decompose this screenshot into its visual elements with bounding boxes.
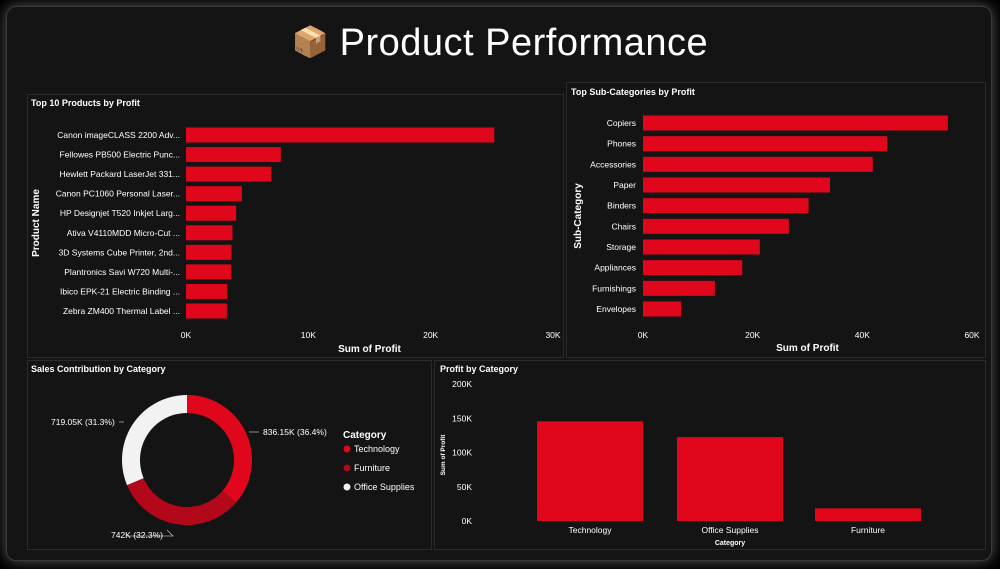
category-label-5: Chairs xyxy=(611,221,636,231)
legend-marker-2 xyxy=(343,483,351,491)
y-axis-label: Sub-Category xyxy=(573,183,584,249)
category-label-3: Paper xyxy=(613,180,636,190)
bar-8 xyxy=(643,280,715,296)
y-axis-label: Sum of Profit xyxy=(440,434,447,476)
page-title-text: Product Performance xyxy=(339,22,709,64)
bar-7 xyxy=(643,260,743,276)
x-axis-label: Category xyxy=(715,540,745,547)
x-axis-label: Sum of Profit xyxy=(776,343,839,354)
data-label-0: 836.15K (36.4%) xyxy=(263,427,327,437)
sales-contribution-title: Sales Contribution by Category xyxy=(31,364,166,374)
category-label-0: Technology xyxy=(568,525,612,535)
legend-marker-1 xyxy=(343,464,351,472)
y-tick-2: 100K xyxy=(452,448,472,458)
category-label-2: Furniture xyxy=(851,525,885,535)
bar-1 xyxy=(677,437,783,521)
category-label-5: Ativa V4110MDD Micro-Cut ... xyxy=(67,228,180,238)
x-tick-2: 20K xyxy=(423,330,438,340)
x-tick-3: 60K xyxy=(964,330,979,340)
category-label-8: Furnishings xyxy=(592,283,636,293)
bar-2 xyxy=(815,508,921,521)
top-subcategories-chart[interactable]: Copiers Phones Accessories Paper Binders Chai… xyxy=(566,82,986,358)
category-label-6: Storage xyxy=(606,242,636,252)
bar-8 xyxy=(186,283,227,299)
data-label-1: 742K (32.3%) xyxy=(111,530,163,540)
bar-5 xyxy=(186,225,233,241)
bar-3 xyxy=(186,186,242,202)
category-label-2: Hewlett Packard LaserJet 331... xyxy=(60,169,180,179)
category-label-7: Appliances xyxy=(594,263,636,273)
legend-marker-0 xyxy=(343,445,351,453)
y-tick-1: 50K xyxy=(457,482,472,492)
bar-2 xyxy=(186,166,272,182)
top-products-title: Top 10 Products by Profit xyxy=(31,98,140,108)
category-label-6: 3D Systems Cube Printer, 2nd... xyxy=(59,247,180,257)
category-label-3: Canon PC1060 Personal Laser... xyxy=(56,189,180,199)
category-label-1: Phones xyxy=(607,139,636,149)
legend-label-2: Office Supplies xyxy=(354,482,415,492)
x-axis-label: Sum of Profit xyxy=(338,344,401,355)
category-label-0: Copiers xyxy=(607,118,636,128)
profit-by-category-chart[interactable]: 0K 50K 100K 150K 200K Technology Office Suppli… xyxy=(434,360,986,550)
package-icon: 📦 xyxy=(291,26,330,59)
bar-9 xyxy=(186,303,227,319)
x-tick-1: 10K xyxy=(301,330,316,340)
bar-6 xyxy=(643,239,760,255)
sales-contribution-chart[interactable]: 836.15K (36.4%) 742K (32.3%) 719.05K (31.3… xyxy=(27,360,432,550)
bar-0 xyxy=(643,115,948,131)
x-tick-2: 40K xyxy=(855,330,870,340)
leader-line-1 xyxy=(127,529,174,537)
bar-5 xyxy=(643,218,789,234)
bar-4 xyxy=(186,205,237,221)
category-label-2: Accessories xyxy=(590,159,636,169)
data-label-2: 719.05K (31.3%) xyxy=(51,417,115,427)
bar-6 xyxy=(186,244,232,260)
category-label-7: Plantronics Savi W720 Multi-... xyxy=(64,267,180,277)
x-tick-1: 20K xyxy=(745,330,760,340)
category-label-1: Fellowes PB500 Electric Punc... xyxy=(60,150,180,160)
bar-9 xyxy=(643,301,682,317)
top-products-panel[interactable]: Top 10 Products by Profit xyxy=(27,94,564,358)
bar-4 xyxy=(643,198,809,214)
y-tick-4: 200K xyxy=(452,379,472,389)
bar-7 xyxy=(186,264,232,280)
bar-3 xyxy=(643,177,830,193)
y-tick-3: 150K xyxy=(452,413,472,423)
top-products-chart[interactable]: Canon imageCLASS 2200 Adv... Fellowes PB5… xyxy=(27,94,564,358)
sales-contribution-panel[interactable]: Sales Contribution by Category xyxy=(27,360,432,550)
profit-by-category-title: Profit by Category xyxy=(440,364,519,374)
x-tick-3: 30K xyxy=(545,330,560,340)
y-axis-label: Product Name xyxy=(31,189,42,257)
category-label-4: Binders xyxy=(607,201,636,211)
category-label-4: HP Designjet T520 Inkjet Larg... xyxy=(60,208,180,218)
legend-label-0: Technology xyxy=(354,444,400,454)
legend-label-1: Furniture xyxy=(354,463,390,473)
top-subcategories-panel[interactable]: Top Sub-Categories by Profit xyxy=(566,82,986,358)
top-subcategories-title: Top Sub-Categories by Profit xyxy=(571,87,695,97)
legend-title: Category xyxy=(343,430,387,441)
dashboard-frame xyxy=(6,6,992,561)
x-tick-0: 0K xyxy=(638,330,649,340)
profit-by-category-panel[interactable]: Profit by Category xyxy=(434,360,986,550)
category-label-0: Canon imageCLASS 2200 Adv... xyxy=(57,130,180,140)
bar-0 xyxy=(537,421,643,521)
category-label-8: Ibico EPK-21 Electric Binding ... xyxy=(60,286,180,296)
bar-1 xyxy=(643,136,888,152)
donut-slice-0 xyxy=(187,395,253,503)
category-label-9: Zebra ZM400 Thermal Label ... xyxy=(63,306,180,316)
x-tick-0: 0K xyxy=(181,330,192,340)
donut-slice-1 xyxy=(127,478,237,525)
bar-0 xyxy=(186,127,495,143)
category-label-1: Office Supplies xyxy=(701,525,758,535)
bar-1 xyxy=(186,147,281,163)
donut-slice-2 xyxy=(121,395,187,486)
y-tick-0: 0K xyxy=(462,516,473,526)
page-title: 📦 Product Performance xyxy=(0,22,1000,65)
category-label-9: Envelopes xyxy=(596,304,636,314)
bar-2 xyxy=(643,156,873,172)
